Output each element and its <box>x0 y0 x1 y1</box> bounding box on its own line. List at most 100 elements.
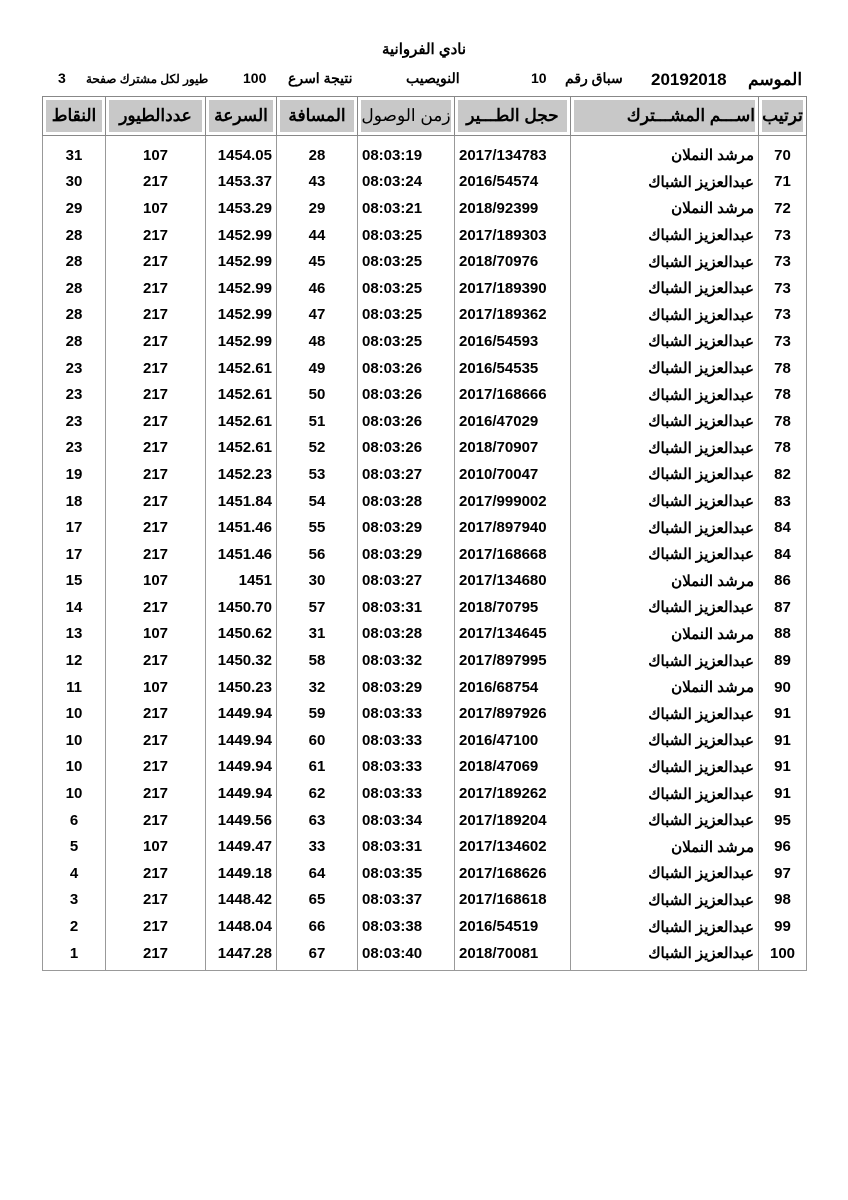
birds-cell: 217 <box>105 354 206 382</box>
points-cell: 13 <box>42 620 106 648</box>
points-cell: 18 <box>42 487 106 515</box>
col-birds: عددالطيور <box>105 96 206 136</box>
points-cell: 10 <box>42 780 106 807</box>
ring-cell: 2018/70795 <box>454 594 571 621</box>
points-cell: 31 <box>42 135 106 169</box>
name-cell: عبدالعزيز الشباك <box>570 727 759 754</box>
birds-cell: 217 <box>105 860 206 887</box>
name-cell: مرشد النملان <box>570 195 759 222</box>
points-cell: 11 <box>42 673 106 701</box>
distance-cell: 50 <box>276 381 358 408</box>
birds-cell: 217 <box>105 461 206 488</box>
speed-cell: 1452.99 <box>205 328 277 355</box>
distance-cell: 30 <box>276 567 358 595</box>
ring-cell: 2017/168666 <box>454 381 571 408</box>
speed-cell: 1451.46 <box>205 514 277 541</box>
birds-cell: 217 <box>105 647 206 674</box>
time-cell: 08:03:29 <box>357 540 455 568</box>
points-cell: 14 <box>42 594 106 621</box>
speed-cell: 1452.99 <box>205 274 277 302</box>
points-cell: 17 <box>42 540 106 568</box>
name-cell: عبدالعزيز الشباك <box>570 939 759 972</box>
ring-cell: 2017/897995 <box>454 647 571 674</box>
birds-cell: 217 <box>105 753 206 781</box>
ring-cell: 2017/134680 <box>454 567 571 595</box>
birds-per-participant-label: طيور لكل مشترك صفحة <box>86 72 209 86</box>
rank-cell: 90 <box>758 673 807 701</box>
time-cell: 08:03:28 <box>357 620 455 648</box>
distance-cell: 48 <box>276 328 358 355</box>
birds-cell: 107 <box>105 195 206 222</box>
distance-cell: 63 <box>276 806 358 834</box>
time-cell: 08:03:29 <box>357 673 455 701</box>
birds-cell: 217 <box>105 780 206 807</box>
distance-cell: 64 <box>276 860 358 887</box>
points-cell: 23 <box>42 434 106 462</box>
rank-cell: 73 <box>758 248 807 275</box>
speed-cell: 1452.99 <box>205 221 277 249</box>
distance-cell: 59 <box>276 700 358 728</box>
distance-cell: 32 <box>276 673 358 701</box>
time-cell: 08:03:31 <box>357 833 455 861</box>
distance-cell: 66 <box>276 913 358 940</box>
col-speed: السرعة <box>205 96 277 136</box>
name-cell: عبدالعزيز الشباك <box>570 806 759 834</box>
club-title: نادي الفروانية <box>381 41 467 58</box>
rank-cell: 78 <box>758 434 807 462</box>
table-row: 72 مرشد النملان 2018/92399 08:03:21 29 1453.2… <box>42 195 807 222</box>
birds-cell: 217 <box>105 248 206 275</box>
rank-cell: 91 <box>758 780 807 807</box>
distance-cell: 62 <box>276 780 358 807</box>
distance-cell: 51 <box>276 407 358 435</box>
speed-cell: 1454.05 <box>205 135 277 169</box>
ring-cell: 2018/70976 <box>454 248 571 275</box>
birds-cell: 217 <box>105 381 206 408</box>
table-row: 100 عبدالعزيز الشباك 2018/70081 08:03:40 67 1… <box>42 939 807 972</box>
points-cell: 6 <box>42 806 106 834</box>
speed-cell: 1449.47 <box>205 833 277 861</box>
ring-cell: 2017/168668 <box>454 540 571 568</box>
birds-cell: 217 <box>105 806 206 834</box>
speed-cell: 1449.56 <box>205 806 277 834</box>
table-row: 91 عبدالعزيز الشباك 2017/189262 08:03:33 62 1… <box>42 780 807 807</box>
table-row: 95 عبدالعزيز الشباك 2017/189204 08:03:34 63 1… <box>42 806 807 834</box>
ring-cell: 2017/897926 <box>454 700 571 728</box>
time-cell: 08:03:26 <box>357 381 455 408</box>
rank-cell: 91 <box>758 753 807 781</box>
time-cell: 08:03:34 <box>357 806 455 834</box>
table-row: 84 عبدالعزيز الشباك 2017/897940 08:03:29 55 1… <box>42 514 807 541</box>
name-cell: عبدالعزيز الشباك <box>570 753 759 781</box>
time-cell: 08:03:38 <box>357 913 455 940</box>
points-cell: 23 <box>42 354 106 382</box>
table-row: 78 عبدالعزيز الشباك 2018/70907 08:03:26 52 14… <box>42 434 807 462</box>
rank-cell: 98 <box>758 886 807 914</box>
name-cell: عبدالعزيز الشباك <box>570 354 759 382</box>
rank-cell: 78 <box>758 354 807 382</box>
distance-cell: 45 <box>276 248 358 275</box>
rank-cell: 96 <box>758 833 807 861</box>
points-cell: 12 <box>42 647 106 674</box>
ring-cell: 2017/168618 <box>454 886 571 914</box>
name-cell: عبدالعزيز الشباك <box>570 700 759 728</box>
speed-cell: 1451.46 <box>205 540 277 568</box>
ring-cell: 2017/189362 <box>454 301 571 329</box>
table-row: 88 مرشد النملان 2017/134645 08:03:28 31 1450.… <box>42 620 807 648</box>
speed-cell: 1450.32 <box>205 647 277 674</box>
col-time: زمن الوصول <box>357 96 455 136</box>
distance-cell: 54 <box>276 487 358 515</box>
distance-cell: 31 <box>276 620 358 648</box>
table-row: 70 مرشد النملان 2017/134783 08:03:19 28 1454.… <box>42 135 807 169</box>
result-label: نتيجة اسرع <box>288 70 353 86</box>
ring-cell: 2010/70047 <box>454 461 571 488</box>
rank-cell: 72 <box>758 195 807 222</box>
birds-cell: 107 <box>105 673 206 701</box>
speed-cell: 1447.28 <box>205 939 277 972</box>
distance-cell: 65 <box>276 886 358 914</box>
table-row: 91 عبدالعزيز الشباك 2017/897926 08:03:33 59 1… <box>42 700 807 728</box>
rank-cell: 71 <box>758 168 807 196</box>
speed-cell: 1449.18 <box>205 860 277 887</box>
rank-cell: 91 <box>758 727 807 754</box>
birds-cell: 217 <box>105 407 206 435</box>
col-rank: ترتيب <box>758 96 807 136</box>
